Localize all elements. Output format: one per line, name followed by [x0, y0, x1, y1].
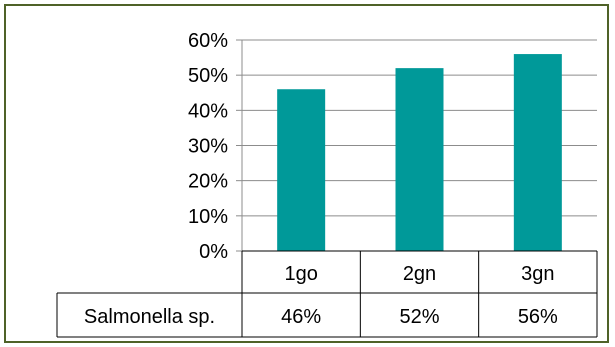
y-tick-label-2: 20%	[188, 171, 228, 193]
data-table: 1go 2gn 3gn Salmonella sp. 46% 52% 56%	[56, 250, 598, 338]
value-label-3gn: 56%	[518, 306, 558, 328]
bar-3gn	[513, 54, 562, 251]
y-tick-label-3: 30%	[188, 136, 228, 158]
category-label-2gn: 2gn	[403, 263, 436, 285]
category-label-1go: 1go	[284, 263, 317, 285]
bar-1go	[277, 89, 326, 251]
axes	[236, 39, 243, 337]
y-tick-label-0: 0%	[199, 241, 228, 263]
value-label-2gn: 52%	[399, 306, 439, 328]
y-tick-label-5: 50%	[188, 65, 228, 87]
value-label-1go: 46%	[281, 306, 321, 328]
y-tick-label-6: 60%	[188, 30, 228, 52]
bar-2gn	[395, 68, 444, 251]
bars	[277, 54, 562, 251]
category-label-3gn: 3gn	[521, 263, 554, 285]
y-tick-label-1: 10%	[188, 206, 228, 228]
y-tick-label-4: 40%	[188, 100, 228, 122]
y-tick-labels: 0% 10% 20% 30% 40% 50% 60%	[188, 30, 228, 263]
series-name-label: Salmonella sp.	[84, 306, 215, 328]
